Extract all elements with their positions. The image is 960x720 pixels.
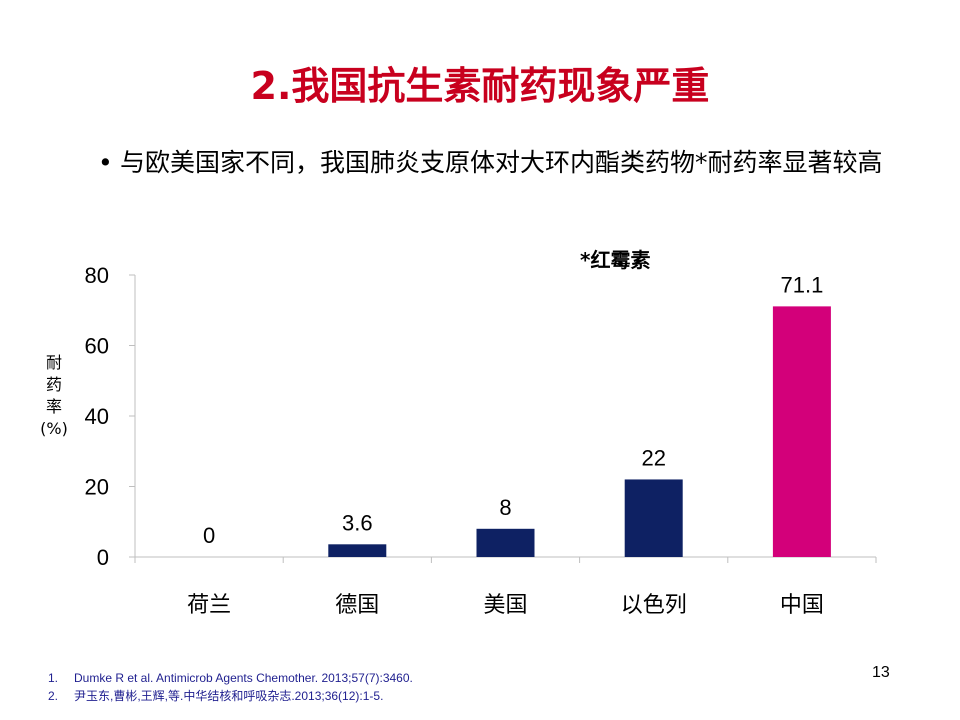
- reference-item: 2. 尹玉东,曹彬,王辉,等.中华结核和呼吸杂志.2013;36(12):1-5.: [48, 687, 413, 705]
- y-tick-label: 40: [85, 404, 109, 429]
- y-tick-label: 20: [85, 475, 109, 500]
- slide-title: 2.我国抗生素耐药现象严重: [250, 64, 710, 108]
- footnote-marker-label: *红霉素: [580, 248, 651, 272]
- bar: [624, 479, 683, 557]
- data-label: 22: [641, 445, 665, 470]
- x-tick-label: 美国: [483, 593, 527, 618]
- reference-item: 1. Dumke R et al. Antimicrob Agents Chemo…: [48, 669, 413, 687]
- y-tick-label: 80: [85, 263, 109, 288]
- reference-number: 2.: [48, 689, 59, 703]
- reference-number: 1.: [48, 671, 59, 685]
- bullet-point: • 与欧美国家不同，我国肺炎支原体对大环内酯类药物*耐药率显著较高: [98, 146, 913, 180]
- y-tick-label: 0: [97, 545, 109, 570]
- y-axis-label: 耐 药 率 (%): [40, 353, 68, 438]
- references: 1. Dumke R et al. Antimicrob Agents Chemo…: [48, 669, 413, 705]
- x-tick-label: 以色列: [621, 593, 687, 618]
- page-number: 13: [872, 664, 890, 681]
- bar: [328, 544, 387, 557]
- x-tick-label: 中国: [780, 593, 824, 618]
- bullet-text: 与欧美国家不同，我国肺炎支原体对大环内酯类药物*耐药率显著较高: [120, 148, 883, 177]
- data-label: 8: [499, 495, 511, 520]
- bar: [772, 306, 831, 557]
- data-label: 0: [203, 523, 215, 548]
- bar: [476, 528, 535, 557]
- y-tick-label: 60: [85, 334, 109, 359]
- reference-text: Dumke R et al. Antimicrob Agents Chemoth…: [74, 671, 413, 685]
- x-tick-label: 荷兰: [187, 593, 231, 618]
- x-tick-label: 德国: [335, 593, 379, 618]
- data-label: 71.1: [780, 272, 823, 297]
- bullet-marker: •: [98, 148, 113, 177]
- reference-text: 尹玉东,曹彬,王辉,等.中华结核和呼吸杂志.2013;36(12):1-5.: [74, 689, 384, 703]
- data-label: 3.6: [342, 510, 373, 535]
